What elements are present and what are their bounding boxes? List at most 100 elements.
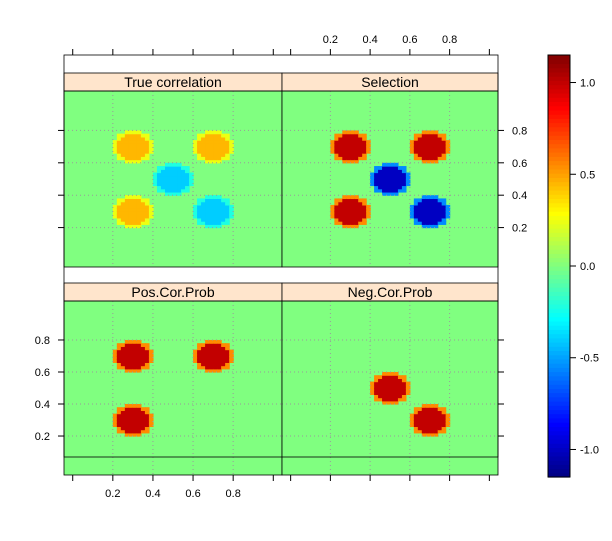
heatmap-cell [116,362,122,367]
heatmap-cell [156,172,162,177]
heatmap-cell [437,143,443,148]
heatmap-cell [160,188,166,193]
heatmap-cell [144,214,150,219]
heatmap-cell [132,410,138,415]
heatmap-cell [445,146,451,151]
heatmap-cell [437,140,443,144]
heatmap-cell [378,172,383,177]
colorbar-segment [548,152,570,157]
heatmap-cell [120,221,126,225]
colorbar-segment [548,164,570,170]
heatmap-cell [358,156,363,161]
heatmap-cell [358,149,363,154]
heatmap-cell [425,204,431,209]
heatmap-cell [229,349,234,354]
heatmap-cell [120,362,126,367]
heatmap-cell [136,423,142,428]
heatmap-cell [374,391,379,396]
heatmap-cell [128,217,134,222]
heatmap-cell [390,185,395,190]
heatmap-cell [144,146,150,151]
heatmap-cell [421,156,427,161]
heatmap-cell [441,214,447,219]
heatmap-cell [124,426,130,431]
heatmap-cell [201,214,206,219]
heatmap-cell [401,169,407,174]
heatmap-cell [197,153,202,157]
heatmap-cell [330,143,335,148]
heatmap-cell [390,179,395,183]
heatmap-cell [140,136,146,141]
heatmap-cell [421,204,427,209]
heatmap-cell [152,175,158,180]
heatmap-cell [342,133,347,138]
heatmap-cell [144,133,150,138]
heatmap-cell [397,391,403,396]
heatmap-cell [354,217,359,222]
heatmap-cell [409,146,415,151]
heatmap-cell [193,149,198,154]
heatmap-cell [362,156,367,161]
heatmap-cell [390,188,395,193]
heatmap-cell [425,201,431,206]
colorbar-segment [548,460,570,465]
colorbar-segment [548,308,570,314]
x-tick-label-bottom: 0.8 [226,488,241,500]
heatmap-cell [346,156,351,161]
heatmap-cell [221,149,226,154]
heatmap-cell [354,159,359,164]
colorbar-segment [548,59,570,65]
heatmap-cell [197,362,202,367]
heatmap-cell [429,404,435,408]
heatmap-cell [217,204,222,209]
heatmap-cell [213,359,218,363]
heatmap-cell [156,175,162,180]
heatmap-cell [205,343,210,347]
heatmap-cell [120,416,126,421]
heatmap-cell [205,211,210,216]
heatmap-cell [136,420,142,424]
heatmap-cell [433,413,439,418]
heatmap-cell [124,217,130,222]
heatmap-cell [205,214,210,219]
heatmap-cell [128,429,134,434]
heatmap-cell [124,346,130,351]
heatmap-cell [148,146,154,151]
heatmap-cell [124,140,130,144]
heatmap-cell [374,188,379,193]
heatmap-cell [197,365,202,370]
heatmap-cell [346,133,351,138]
heatmap-cell [116,420,122,424]
heatmap-cell [425,416,431,421]
colorbar-segment [548,443,570,449]
heatmap-cell [140,416,146,421]
heatmap-cell [144,204,150,209]
heatmap-cell [116,204,122,209]
heatmap-cell [370,172,375,177]
heatmap-cell [433,130,439,135]
y-tick-label-right: 0.6 [512,158,527,170]
heatmap-cell [132,130,138,135]
heatmap-cell [221,355,226,360]
colorbar-segment [548,190,570,195]
heatmap-cell [124,429,130,434]
heatmap-cell [386,391,391,396]
heatmap-cell [197,136,202,141]
heatmap-cell [144,349,150,354]
heatmap-cell [425,429,431,434]
heatmap-cell [120,201,126,206]
heatmap-cell [209,349,214,354]
heatmap-cell [225,198,230,203]
heatmap-cell [213,140,218,144]
heatmap-cell [437,410,443,415]
heatmap-cell [393,175,399,180]
heatmap-cell [421,159,427,164]
heatmap-cell [136,143,142,148]
heatmap-cell [140,214,146,219]
heatmap-cell [132,224,138,229]
heatmap-cell [201,153,206,157]
heatmap-cell [405,172,411,177]
heatmap-cell [128,365,134,370]
heatmap-cell [116,149,122,154]
y-tick-label-left: 0.2 [35,431,50,443]
